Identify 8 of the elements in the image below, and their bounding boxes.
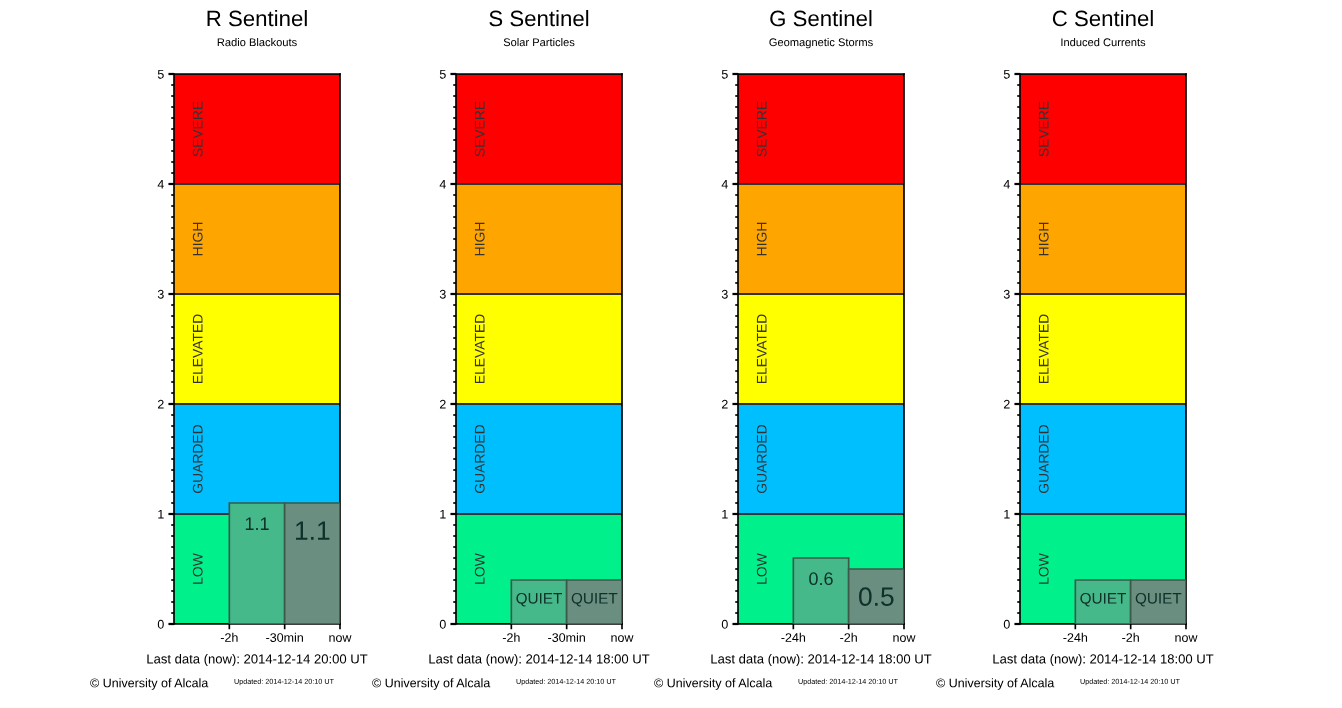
data-label: 1.1 (296, 521, 330, 540)
data-label: 1.1 (245, 517, 269, 530)
chart-title: S Sentinel (489, 10, 589, 27)
data-label: 0.5 (859, 587, 894, 607)
data-label: 0.6 (809, 572, 833, 586)
chart-title: R Sentinel (207, 10, 307, 27)
chart-title: G Sentinel (770, 10, 872, 27)
chart-title: C Sentinel (1052, 10, 1153, 27)
